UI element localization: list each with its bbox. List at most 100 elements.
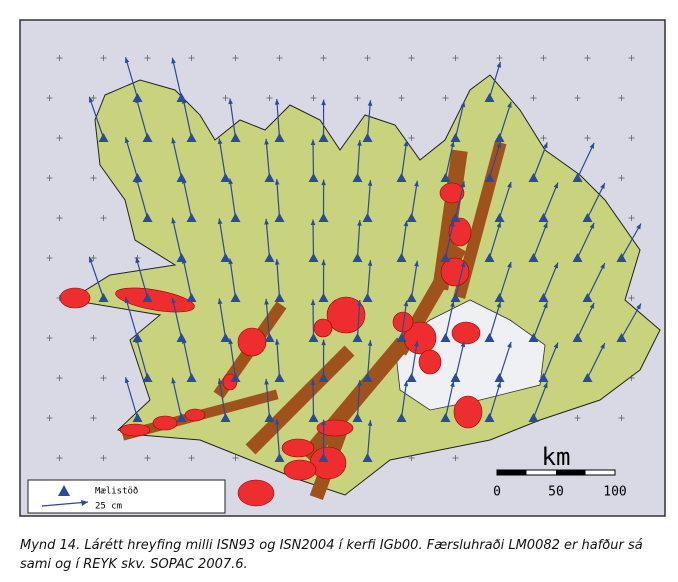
vector-head	[507, 261, 512, 268]
station	[582, 293, 593, 302]
station	[362, 213, 373, 222]
vector	[312, 219, 315, 259]
vector-head	[181, 97, 187, 104]
vector-head	[496, 61, 502, 68]
vector	[532, 142, 548, 179]
vector-head	[310, 219, 316, 226]
station	[440, 173, 451, 182]
station	[396, 173, 407, 182]
station	[98, 133, 109, 142]
vector-head	[171, 137, 176, 144]
grid-cross	[574, 95, 581, 101]
vector	[171, 297, 183, 339]
vector-head	[553, 262, 559, 269]
station	[308, 333, 319, 342]
vector	[400, 140, 408, 179]
scale-tick-label: 100	[603, 485, 626, 500]
grid-cross	[496, 55, 503, 61]
vector-head	[88, 256, 94, 263]
vector-head	[496, 141, 502, 148]
vector	[586, 182, 606, 219]
station	[352, 333, 363, 342]
grid-cross	[408, 455, 415, 461]
vector-head	[589, 302, 595, 309]
vector-head	[460, 261, 466, 268]
vector-head	[274, 179, 280, 185]
station	[494, 373, 505, 382]
vector	[265, 298, 271, 339]
station	[582, 373, 593, 382]
vector-head	[496, 301, 502, 308]
vector	[124, 297, 139, 339]
vector	[542, 182, 559, 219]
vector-head	[403, 300, 409, 307]
grid-cross	[232, 455, 239, 461]
vector	[400, 300, 408, 339]
vector	[498, 181, 512, 219]
station	[396, 253, 407, 262]
grid-cross	[56, 375, 63, 381]
station	[132, 413, 143, 422]
vector-head	[217, 218, 223, 225]
vector-head	[543, 222, 548, 229]
legend-arrow-label: 25 cm	[95, 502, 122, 512]
grid-cross	[618, 95, 625, 101]
station	[318, 293, 329, 302]
vector	[488, 301, 501, 339]
vector-head	[321, 419, 326, 426]
vector-head	[321, 339, 326, 346]
vector-head	[274, 339, 280, 345]
vector	[218, 298, 227, 339]
vector	[498, 341, 512, 379]
vector-head	[450, 141, 455, 148]
vector	[124, 137, 139, 179]
grid-cross	[56, 135, 63, 141]
vector	[135, 337, 149, 379]
vector	[444, 221, 455, 259]
station	[494, 213, 505, 222]
vector	[182, 257, 193, 299]
grid-cross	[90, 415, 97, 421]
grid-cross	[46, 255, 53, 261]
vector	[135, 177, 149, 219]
grid-cross	[100, 55, 107, 61]
vector	[542, 342, 559, 379]
legend-box	[27, 479, 226, 514]
vector-head	[367, 100, 373, 106]
vector	[532, 382, 548, 419]
vector-head	[403, 380, 409, 387]
vector-head	[264, 378, 269, 385]
station	[230, 373, 241, 382]
vector	[356, 220, 361, 259]
vector-head	[228, 98, 233, 105]
vector	[265, 378, 271, 419]
grid-cross	[90, 335, 97, 341]
station	[186, 213, 197, 222]
vector-head	[460, 101, 466, 108]
vector-head	[181, 257, 187, 264]
station	[142, 133, 153, 142]
vector	[542, 262, 559, 299]
scale-bar: km 0 50 100	[493, 443, 627, 500]
vector	[586, 262, 606, 299]
station	[484, 173, 495, 182]
station	[186, 133, 197, 142]
vector	[229, 258, 237, 299]
station	[352, 413, 363, 422]
station	[406, 293, 417, 302]
vector	[410, 180, 418, 219]
station	[308, 253, 319, 262]
vector	[488, 221, 501, 259]
grid-cross	[618, 175, 625, 181]
station	[318, 133, 329, 142]
grid-cross	[188, 455, 195, 461]
vector	[576, 302, 595, 339]
station	[538, 373, 549, 382]
vector-head	[414, 260, 419, 267]
grid-cross	[408, 55, 415, 61]
station	[494, 293, 505, 302]
station	[98, 293, 109, 302]
station	[132, 173, 143, 182]
vector-head	[124, 57, 130, 64]
vector-head	[171, 297, 176, 304]
